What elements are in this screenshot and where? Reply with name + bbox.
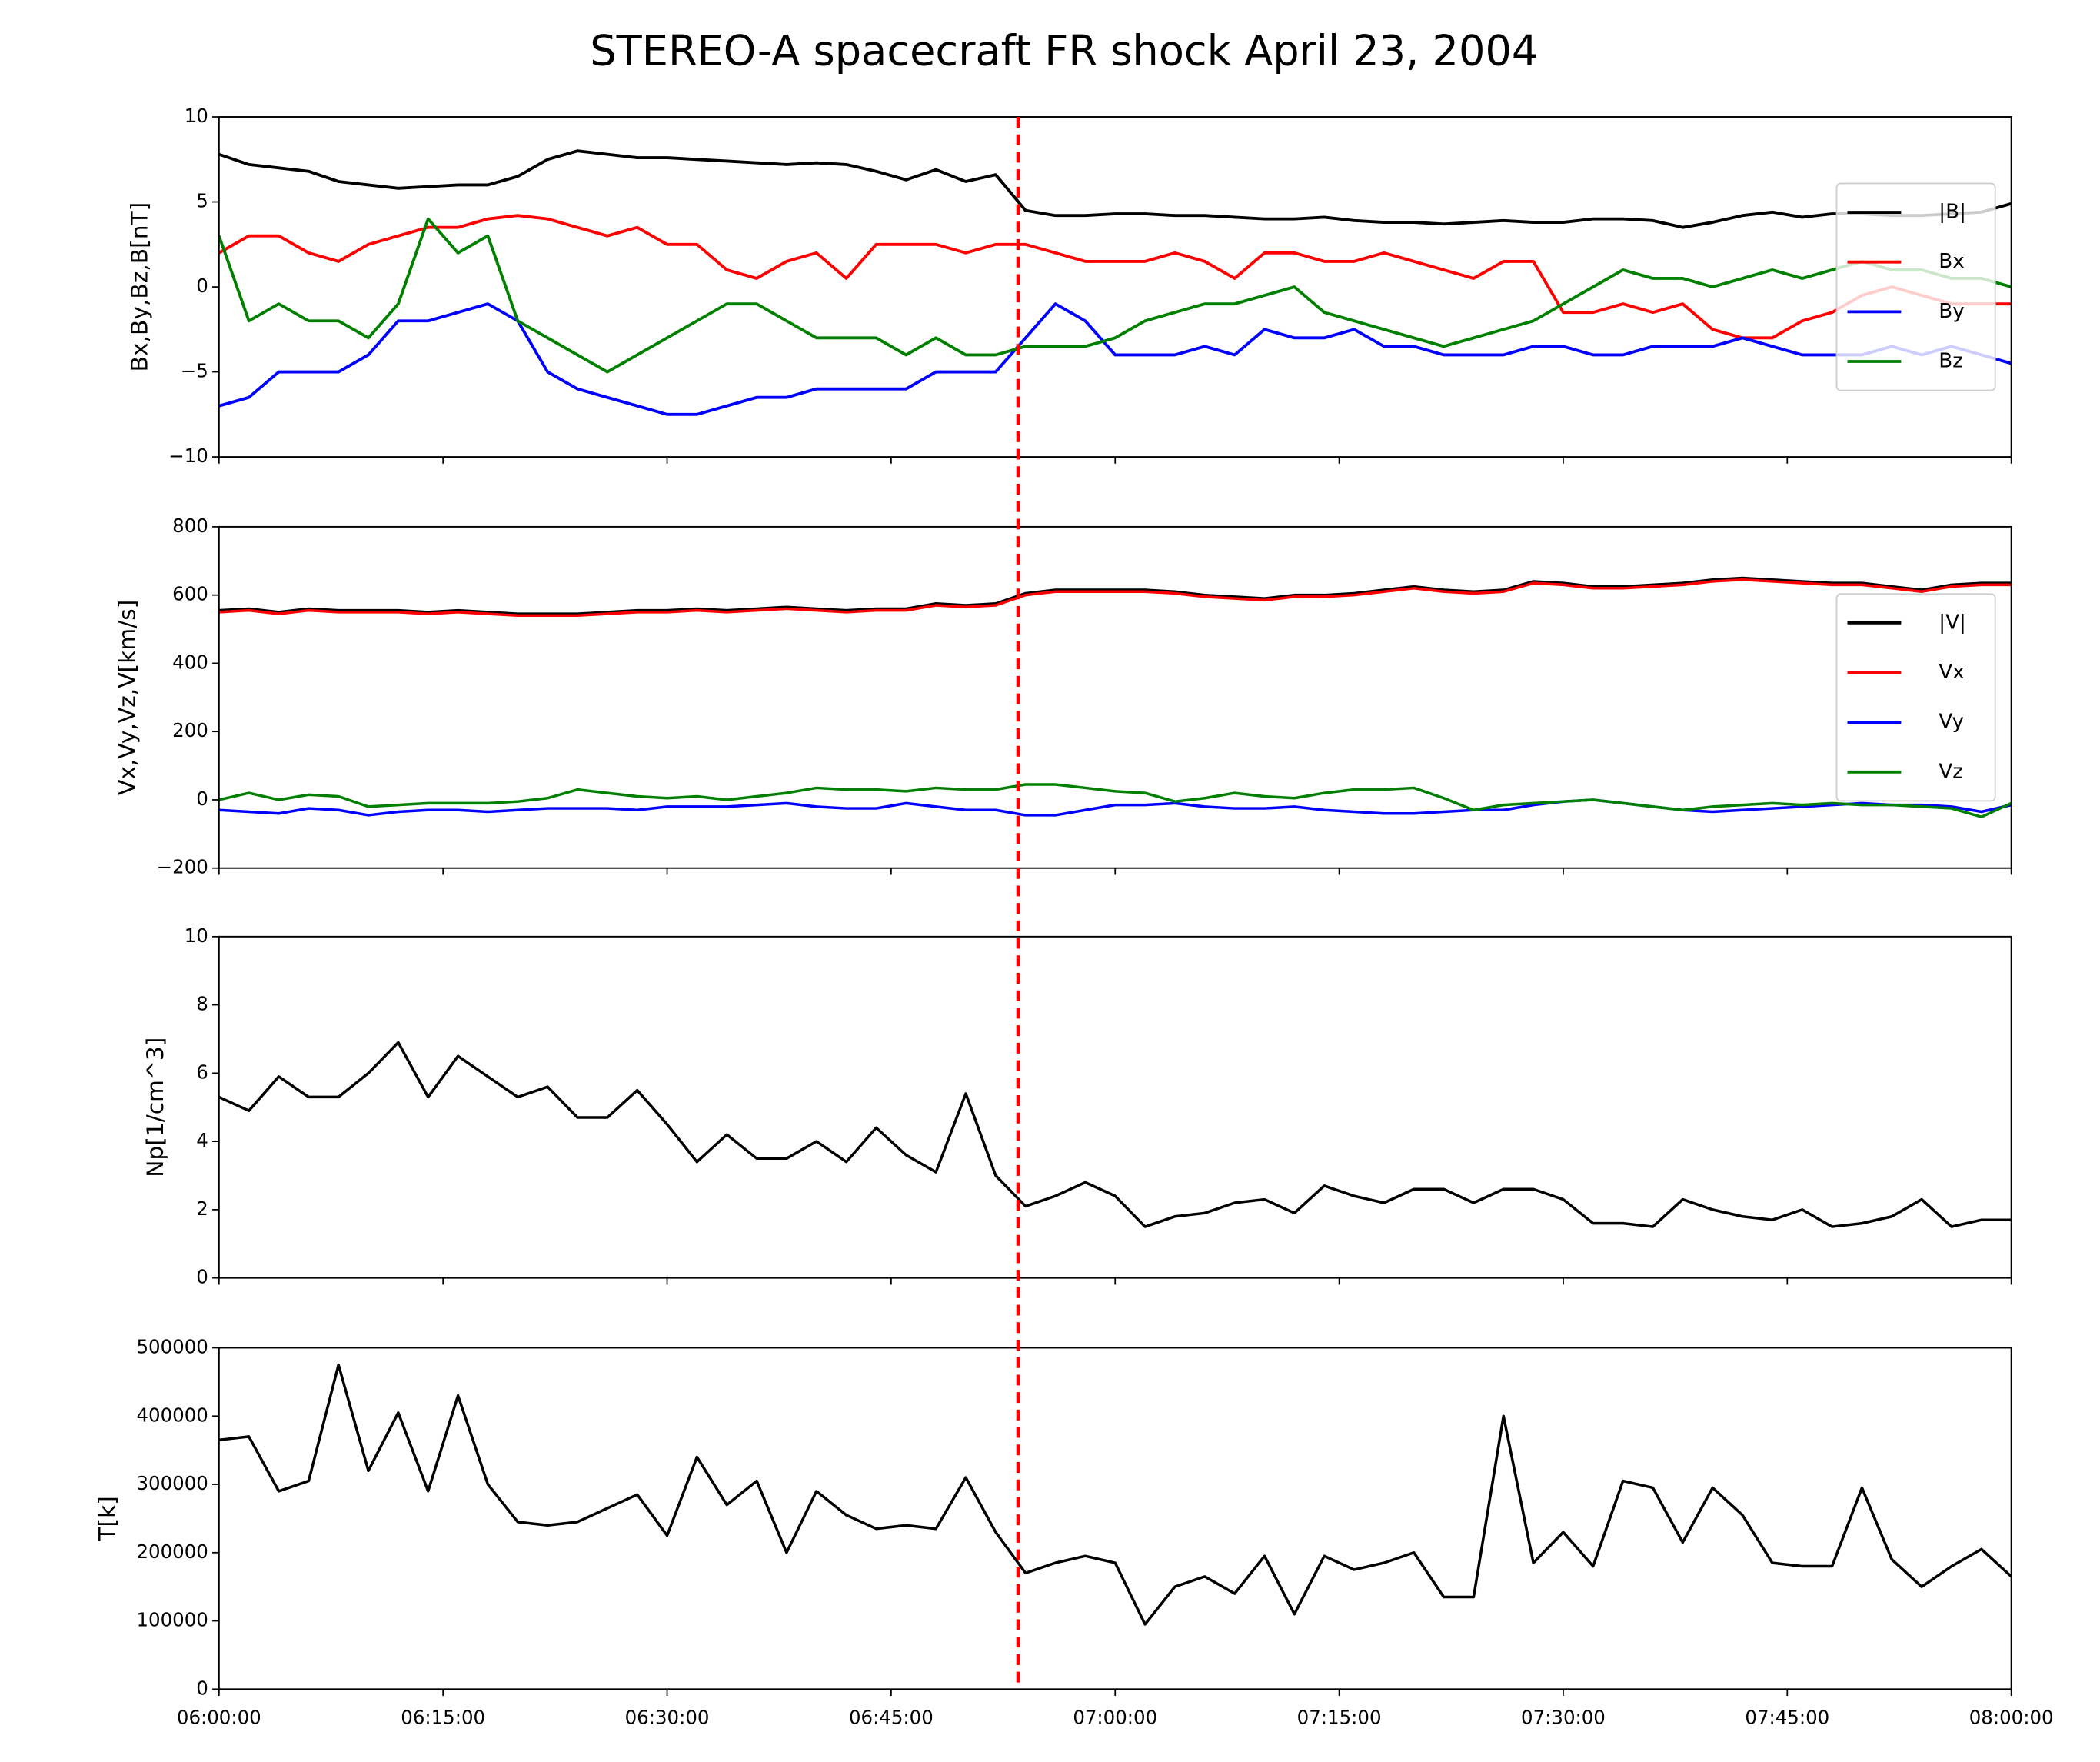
- series-line: [218, 214, 2012, 340]
- series-line: [218, 783, 2012, 818]
- legend-box: [1835, 593, 1996, 802]
- y-axis-label: Np[1/cm^3]: [142, 1038, 169, 1177]
- y-tick-label: 200000: [136, 1541, 208, 1563]
- series-line: [218, 149, 2012, 229]
- series-line: [218, 576, 2012, 615]
- y-tick-label: 400: [172, 651, 208, 673]
- y-tick-label: 8: [196, 993, 208, 1015]
- legend-label: By: [1939, 300, 1964, 323]
- legend-label: Bx: [1939, 250, 1964, 273]
- series-line: [218, 578, 2012, 618]
- series-line: [218, 798, 2012, 817]
- y-tick-label: 0: [196, 275, 208, 297]
- x-tick-label: 06:45:00: [849, 1707, 934, 1729]
- y-tick-label: 2: [196, 1197, 208, 1220]
- y-tick-label: 4: [196, 1129, 208, 1151]
- y-tick-label: 200: [172, 719, 208, 741]
- legend-label: |V|: [1939, 611, 1966, 634]
- legend-label: Vz: [1939, 760, 1963, 783]
- y-tick-label: 10: [185, 924, 208, 947]
- y-tick-label: 800: [172, 515, 208, 537]
- x-tick-label: 06:15:00: [401, 1707, 485, 1729]
- series-line: [218, 1041, 2012, 1228]
- x-tick-label: 08:00:00: [1969, 1707, 2054, 1729]
- y-tick-label: 300000: [136, 1472, 208, 1494]
- plot-area: [218, 1363, 2012, 1626]
- y-tick-label: 400000: [136, 1404, 208, 1426]
- y-tick-label: 100000: [136, 1609, 208, 1631]
- x-tick-label: 07:45:00: [1745, 1707, 1829, 1729]
- y-tick-label: 600: [172, 583, 208, 605]
- x-tick-label: 06:00:00: [177, 1707, 261, 1729]
- y-tick-label: 0: [196, 1266, 208, 1288]
- y-axis-label: T[k]: [95, 1496, 121, 1541]
- y-tick-label: 0: [196, 788, 208, 810]
- y-tick-label: −200: [157, 856, 208, 878]
- y-axis-label: Bx,By,Bz,B[nT]: [126, 202, 153, 372]
- plot-area: [218, 1041, 2012, 1228]
- y-tick-label: 5: [196, 190, 208, 212]
- plot-area: [218, 149, 2012, 416]
- y-tick-label: 500000: [136, 1335, 208, 1357]
- x-tick-label: 07:30:00: [1521, 1707, 1606, 1729]
- y-tick-label: 0: [196, 1677, 208, 1699]
- series-line: [218, 1363, 2012, 1626]
- plot-area: [218, 576, 2012, 818]
- legend-box: [1835, 182, 1996, 391]
- x-tick-label: 07:00:00: [1073, 1707, 1157, 1729]
- legend-label: Bz: [1939, 350, 1963, 373]
- series-line: [218, 217, 2012, 374]
- y-tick-label: −5: [181, 360, 208, 382]
- y-tick-label: 10: [185, 105, 208, 127]
- legend-label: |B|: [1939, 201, 1966, 224]
- legend-label: Vx: [1939, 661, 1964, 684]
- y-tick-label: −10: [168, 445, 208, 467]
- x-tick-label: 07:15:00: [1297, 1707, 1382, 1729]
- y-tick-label: 6: [196, 1061, 208, 1083]
- x-tick-label: 06:30:00: [625, 1707, 710, 1729]
- y-axis-label: Vx,Vy,Vz,V[km/s]: [115, 600, 141, 795]
- chart-title: STEREO-A spacecraft FR shock April 23, 2…: [590, 27, 1538, 75]
- legend-label: Vy: [1939, 711, 1964, 734]
